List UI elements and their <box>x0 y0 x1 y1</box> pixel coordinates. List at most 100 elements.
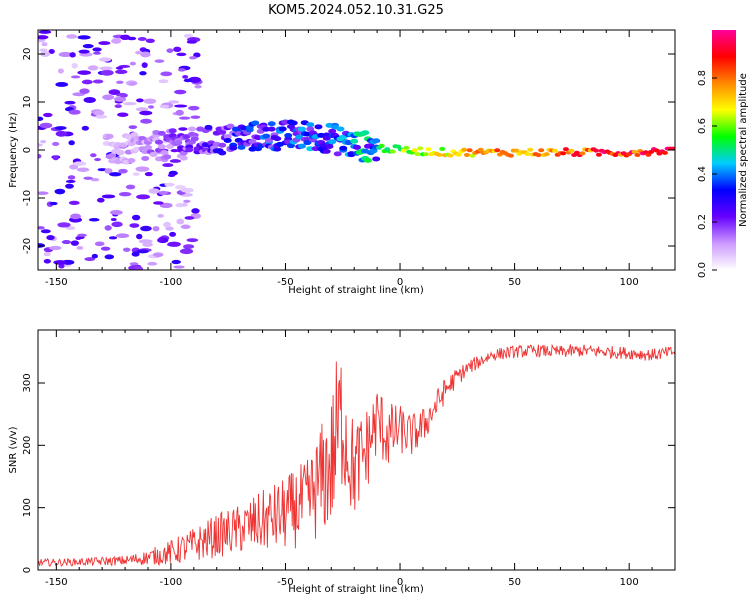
spectrogram-cell <box>65 226 76 231</box>
spectrogram-cell <box>171 259 181 265</box>
spectrogram-cell <box>111 221 123 228</box>
spectrogram-cell <box>52 155 59 161</box>
spectrogram-cell <box>477 147 484 152</box>
spectrogram-cell <box>40 51 51 57</box>
spectrogram-cell <box>105 133 114 139</box>
spectrogram-cell <box>122 247 131 252</box>
spectrogram-cell <box>108 236 118 240</box>
colorbar: 0.0 0.2 0.4 0.6 0.8 <box>697 30 736 278</box>
spectrogram-cell <box>127 36 137 41</box>
colorbar-tick-label: 0.0 <box>697 262 708 278</box>
spectrogram-cell <box>436 152 443 157</box>
spectrogram-cell <box>67 175 76 180</box>
spectrogram-cell <box>141 62 148 68</box>
spectrogram-cell <box>160 71 173 77</box>
spectrogram-cell <box>631 149 638 154</box>
spectrogram-cell <box>164 182 175 187</box>
spectrogram-cell <box>79 88 90 94</box>
spectrogram-cell <box>194 84 202 89</box>
spectrogram-cell <box>143 144 152 150</box>
spectrogram-cell <box>267 126 276 132</box>
spectrogram-cell <box>98 57 112 62</box>
spectrogram-cell <box>95 115 108 119</box>
spectrogram-cell <box>350 138 359 144</box>
spectrogram-cell <box>333 151 342 157</box>
spectrogram-cell <box>135 107 149 112</box>
spectrogram-cell <box>289 120 298 126</box>
spectrogram-ytick-label: 10 <box>22 96 33 109</box>
spectrogram-cell <box>237 144 246 150</box>
spectrogram-cell <box>117 112 129 117</box>
spectrogram-cell <box>78 49 90 54</box>
spectrogram-cell <box>58 263 65 269</box>
spectrogram-cell <box>71 62 78 69</box>
spectrogram-cell <box>579 151 586 156</box>
spectrogram-cell <box>562 147 569 152</box>
spectrogram-cell <box>314 124 323 130</box>
snr-ytick-label: 200 <box>22 436 33 455</box>
spectrogram-cell <box>96 197 105 203</box>
spectrogram-cell <box>38 153 42 159</box>
spectrogram-cell <box>403 145 410 150</box>
spectrogram-cell <box>136 249 149 254</box>
spectrogram-cell <box>61 240 72 245</box>
spectrogram-xtick-label: -150 <box>45 277 68 288</box>
spectrogram-cell <box>513 148 520 153</box>
spectrogram-cell <box>147 105 155 109</box>
spectrogram-cell <box>339 145 348 151</box>
spectrogram-xtick-label: 0 <box>397 277 403 288</box>
spectrogram-cell <box>129 61 136 66</box>
spectrogram-cell <box>131 251 140 257</box>
spectrogram-cell <box>68 140 75 146</box>
colorbar-gradient <box>712 30 736 270</box>
spectrogram-cell <box>135 166 150 172</box>
snr-xtick-label: 50 <box>508 577 521 588</box>
spectrogram-xtick-label: -50 <box>277 277 293 288</box>
spectrogram-cell <box>145 38 155 43</box>
spectrogram-cell <box>123 102 137 106</box>
spectrogram-cell <box>167 241 181 247</box>
spectrogram-cell <box>494 148 501 153</box>
spectrogram-cell <box>152 225 160 232</box>
spectrogram-cell <box>72 161 87 166</box>
spectrogram-cell <box>116 149 125 155</box>
spectrogram-cell <box>48 49 55 55</box>
spectrogram-cell <box>116 80 124 84</box>
spectrogram-cell <box>140 225 152 232</box>
spectrogram-cell <box>372 156 381 162</box>
spectrogram-cell <box>131 214 141 221</box>
spectrogram-cell <box>53 260 67 265</box>
snr-xtick-label: -100 <box>160 577 183 588</box>
spectrogram-cell <box>173 46 182 53</box>
spectrogram-cell <box>306 122 315 128</box>
colorbar-tick-label: 0.6 <box>697 118 708 134</box>
spectrogram-cell <box>70 240 79 246</box>
spectrogram-cell <box>68 200 80 206</box>
spectrogram-cell <box>38 191 49 195</box>
spectrogram-cell <box>88 217 100 222</box>
spectrogram-cell <box>83 96 96 103</box>
spectrogram-cell <box>136 233 143 240</box>
spectrogram-cell <box>395 144 402 149</box>
spectrogram-cell <box>634 153 641 158</box>
spectrogram-cell <box>273 146 282 152</box>
spectrogram-cell <box>129 223 140 228</box>
spectrogram-cell <box>223 134 232 140</box>
spectrogram-cell <box>100 69 114 76</box>
spectrogram-cell <box>352 144 361 150</box>
spectrogram-cell <box>339 134 348 140</box>
spectrogram-cell <box>41 42 48 47</box>
spectrogram-cell <box>248 139 257 145</box>
spectrogram-cell <box>115 66 124 70</box>
spectrogram-cell <box>168 100 180 104</box>
spectrogram-cell <box>183 199 191 203</box>
chart-title: KOM5.2024.052.10.31.G25 <box>268 3 444 18</box>
spectrogram-cell <box>157 144 166 150</box>
spectrogram-cell <box>43 112 53 118</box>
spectrogram-cell <box>414 152 421 157</box>
spectrogram-cell <box>166 48 174 53</box>
spectrogram-cell <box>425 147 432 152</box>
spectrogram-cell <box>55 130 68 137</box>
spectrogram-cell <box>65 179 76 184</box>
spectrogram-ytick-label: -20 <box>22 238 33 254</box>
